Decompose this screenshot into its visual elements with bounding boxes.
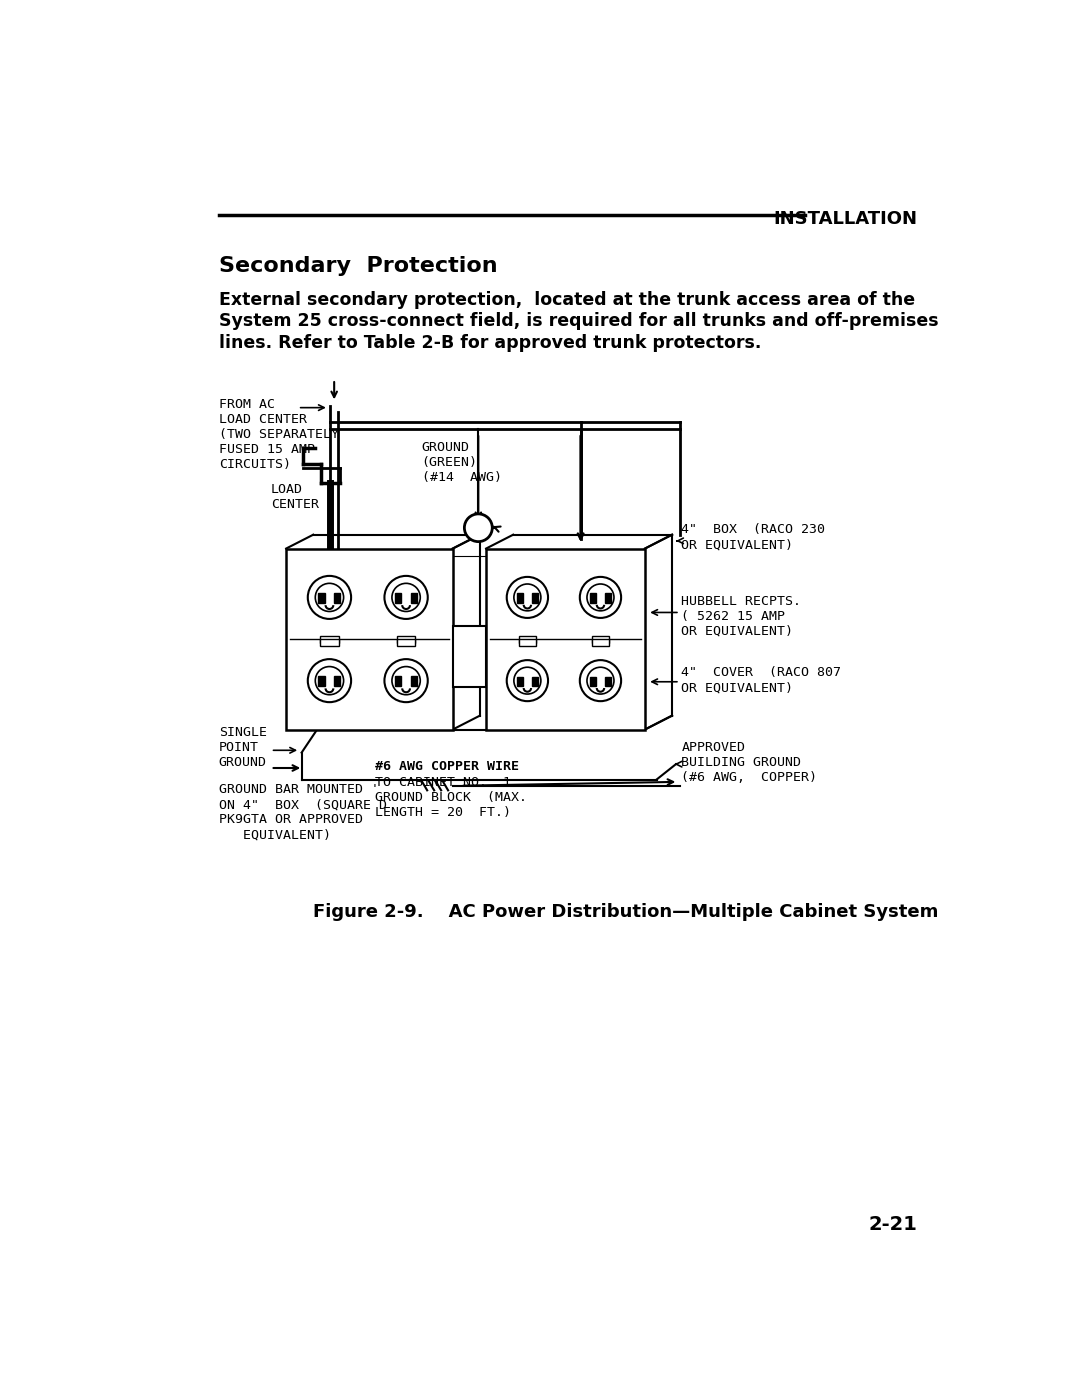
Bar [531, 677, 538, 686]
Circle shape [580, 660, 621, 702]
Bar [397, 639, 415, 646]
Bar [518, 636, 536, 643]
Bar [397, 636, 415, 643]
Text: 4"  COVER  (RACO 807
OR EQUIVALENT): 4" COVER (RACO 807 OR EQUIVALENT) [681, 667, 841, 695]
Circle shape [514, 585, 541, 611]
Bar [410, 593, 417, 603]
Bar [395, 593, 402, 603]
Bar [334, 677, 340, 686]
Circle shape [586, 585, 613, 611]
Bar [321, 636, 339, 643]
Text: System 25 cross-connect field, is required for all trunks and off-premises: System 25 cross-connect field, is requir… [218, 312, 939, 331]
Text: #6 AWG COPPER WIRE: #6 AWG COPPER WIRE [375, 760, 519, 773]
Circle shape [514, 667, 541, 695]
Text: Figure 2-9.    AC Power Distribution—Multiple Cabinet System: Figure 2-9. AC Power Distribution—Multip… [313, 903, 939, 921]
Circle shape [392, 667, 420, 695]
Text: TO CABINET NO.  1
GROUND BLOCK  (MAX.
LENGTH = 20  FT.): TO CABINET NO. 1 GROUND BLOCK (MAX. LENG… [375, 776, 527, 819]
Text: 2-21: 2-21 [869, 1215, 918, 1233]
Text: APPROVED
BUILDING GROUND
(#6 AWG,  COPPER): APPROVED BUILDING GROUND (#6 AWG, COPPER… [681, 741, 818, 784]
Text: INSTALLATION: INSTALLATION [773, 209, 918, 227]
Circle shape [586, 667, 613, 695]
Text: Secondary  Protection: Secondary Protection [218, 255, 497, 276]
Bar [592, 639, 609, 646]
Text: 4"  BOX  (RACO 230
OR EQUIVALENT): 4" BOX (RACO 230 OR EQUIVALENT) [681, 523, 825, 551]
Bar [592, 636, 609, 643]
Bar [517, 677, 523, 686]
Circle shape [384, 576, 428, 619]
Circle shape [392, 583, 420, 611]
Text: GROUND BAR MOUNTED '
ON 4"  BOX  (SQUARE D
PK9GTA OR APPROVED
   EQUIVALENT): GROUND BAR MOUNTED ' ON 4" BOX (SQUARE D… [218, 784, 387, 841]
Bar [286, 548, 453, 730]
Circle shape [507, 660, 548, 702]
Circle shape [308, 658, 351, 702]
Bar [605, 677, 611, 686]
Text: SINGLE
POINT
GROUND: SINGLE POINT GROUND [218, 725, 267, 769]
Bar [319, 593, 325, 603]
Bar [531, 593, 538, 603]
Bar [334, 593, 340, 603]
Circle shape [384, 658, 428, 702]
Text: LOAD
CENTER: LOAD CENTER [271, 483, 319, 511]
Bar [321, 639, 339, 646]
Text: FROM AC
LOAD CENTER
(TWO SEPARATELY
FUSED 15 AMP
CIRCUITS): FROM AC LOAD CENTER (TWO SEPARATELY FUSE… [218, 399, 339, 472]
Circle shape [464, 513, 492, 541]
Bar [517, 593, 523, 603]
Text: lines. Refer to Table 2-B for approved trunk protectors.: lines. Refer to Table 2-B for approved t… [218, 333, 761, 352]
Bar [590, 593, 596, 603]
Bar [486, 548, 645, 730]
Circle shape [507, 578, 548, 618]
Text: HUBBELL RECPTS.
( 5262 15 AMP
OR EQUIVALENT): HUBBELL RECPTS. ( 5262 15 AMP OR EQUIVAL… [681, 594, 801, 638]
Circle shape [315, 667, 343, 695]
Circle shape [308, 576, 351, 619]
Bar [453, 625, 486, 688]
Bar [410, 677, 417, 686]
Bar [590, 677, 596, 686]
Circle shape [315, 583, 343, 611]
Text: GROUND
(GREEN)
(#14  AWG): GROUND (GREEN) (#14 AWG) [422, 441, 502, 484]
Text: External secondary protection,  located at the trunk access area of the: External secondary protection, located a… [218, 290, 915, 308]
Bar [319, 677, 325, 686]
Bar [518, 639, 536, 646]
Circle shape [580, 578, 621, 618]
Bar [605, 593, 611, 603]
Bar [395, 677, 402, 686]
